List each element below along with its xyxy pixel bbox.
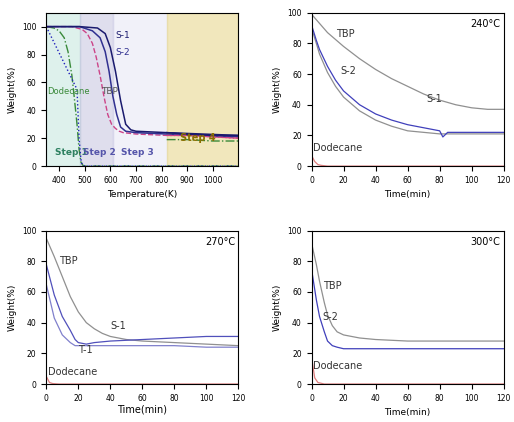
Text: S-1: S-1 (111, 321, 126, 331)
Text: Dodecane: Dodecane (47, 87, 90, 95)
Text: S-2: S-2 (340, 66, 356, 76)
Y-axis label: Weight(%): Weight(%) (273, 66, 282, 113)
Y-axis label: Weight(%): Weight(%) (8, 66, 16, 113)
Text: Step 2: Step 2 (83, 148, 116, 157)
Text: Dodecane: Dodecane (313, 361, 362, 371)
Text: S-1: S-1 (427, 94, 443, 104)
X-axis label: Temperature(K): Temperature(K) (107, 190, 177, 199)
Bar (113, 13, 167, 166)
Text: T-1: T-1 (78, 345, 93, 355)
Text: TBP: TBP (101, 87, 118, 95)
Text: TBP: TBP (59, 256, 78, 266)
Bar (167, 13, 238, 166)
Text: Dodecane: Dodecane (48, 367, 97, 377)
Text: 270°C: 270°C (205, 237, 235, 247)
Text: Step 1: Step 1 (55, 148, 88, 157)
Text: Dodecane: Dodecane (313, 143, 362, 153)
Text: Step 4: Step 4 (179, 133, 215, 143)
Text: Step 3: Step 3 (121, 148, 153, 157)
X-axis label: Time(min): Time(min) (384, 408, 431, 417)
Text: TBP: TBP (323, 281, 341, 291)
Text: S-2: S-2 (323, 311, 339, 322)
Text: S-1: S-1 (116, 31, 130, 40)
Y-axis label: Weight(%): Weight(%) (273, 284, 282, 331)
Text: TBP: TBP (336, 29, 354, 39)
Text: 240°C: 240°C (470, 19, 501, 29)
Text: 300°C: 300°C (471, 237, 501, 247)
Bar (80, 13, 113, 166)
Text: S-2: S-2 (116, 48, 130, 57)
Y-axis label: Weight(%): Weight(%) (8, 284, 16, 331)
X-axis label: Time(min): Time(min) (384, 190, 431, 199)
Bar (46, 13, 80, 166)
X-axis label: Time(min): Time(min) (117, 404, 168, 414)
